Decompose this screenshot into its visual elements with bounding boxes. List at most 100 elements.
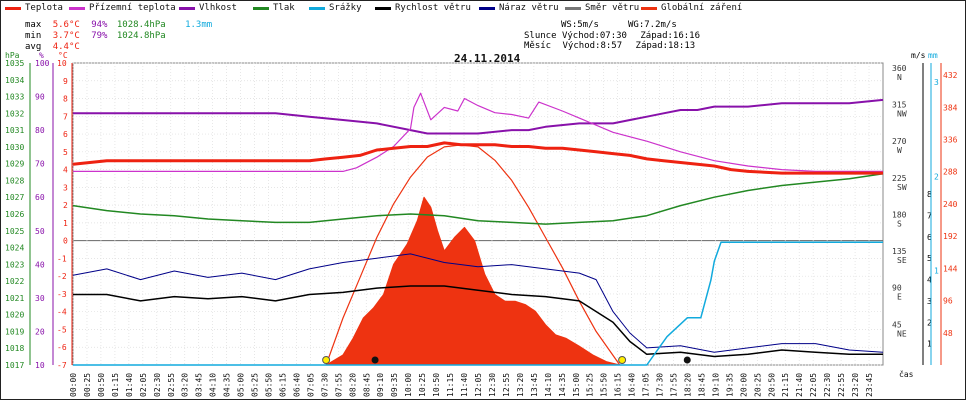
- wind-speed-tick: 8: [927, 190, 932, 199]
- humidity-tick: 100: [35, 59, 50, 68]
- wind-dir-degree: 315: [892, 101, 907, 110]
- radiation-tick: 144: [943, 264, 958, 273]
- x-tick-label: 02:05: [139, 373, 148, 397]
- wind-speed-tick: 4: [927, 276, 932, 285]
- wind-dir-degree: 225: [892, 174, 907, 183]
- x-tick-label: 08:20: [348, 373, 357, 397]
- legend-swatch: [375, 6, 391, 10]
- wind-dir-label: NE: [897, 329, 907, 338]
- x-tick-label: 20:00: [739, 373, 748, 397]
- legend-item-1: Přízemní teplota: [69, 3, 176, 13]
- x-tick-label: 01:15: [111, 373, 120, 397]
- x-tick-label: 11:40: [460, 373, 469, 397]
- x-tick-label: 05:50: [265, 373, 274, 397]
- x-tick-label: 04:10: [209, 373, 218, 397]
- x-tick-label: 07:05: [306, 373, 315, 397]
- temperature-tick: 7: [63, 112, 68, 121]
- legend-label: Globální záření: [661, 3, 743, 13]
- x-tick-label: 22:30: [823, 373, 832, 397]
- wind-speed-line: [73, 285, 883, 358]
- x-tick-label: 23:45: [865, 373, 874, 397]
- x-tick-label: 12:05: [474, 373, 483, 397]
- temperature-tick: 4: [63, 166, 68, 175]
- wind-dir-degree: 180: [892, 210, 907, 219]
- stat-min: min 3.7°C 79% 1024.8hPa: [25, 31, 166, 41]
- legend-item-3: Tlak: [253, 3, 295, 13]
- x-tick-label: 20:50: [767, 373, 776, 397]
- pressure-tick: 1019: [5, 327, 24, 336]
- axis-unit-temperature: °C: [58, 51, 68, 60]
- temperature-tick: -3: [57, 290, 67, 299]
- temperature-tick: 5: [63, 148, 68, 157]
- x-tick-label: 20:25: [753, 373, 762, 397]
- axis-unit-wind: m/s: [911, 51, 926, 60]
- x-tick-label: 21:40: [795, 373, 804, 397]
- legend-label: Srážky: [329, 3, 362, 13]
- radiation-tick: 96: [943, 297, 953, 306]
- wind-dir-degree: 135: [892, 247, 907, 256]
- x-tick-label: 00:25: [83, 373, 92, 397]
- wind-dir-label: SE: [897, 256, 907, 265]
- x-tick-label: 03:45: [195, 373, 204, 397]
- temperature-line: [72, 141, 883, 175]
- moon-label: Měsíc: [524, 41, 552, 51]
- temperature-tick: 3: [63, 183, 68, 192]
- pressure-tick: 1026: [5, 210, 24, 219]
- x-tick-label: 22:55: [837, 373, 846, 397]
- legend-label: Přízemní teplota: [89, 3, 176, 13]
- humidity-tick: 50: [35, 227, 45, 236]
- max-rain: 1.3mm: [185, 20, 213, 30]
- wind-speed-tick: 2: [927, 318, 932, 327]
- x-tick-label: 06:15: [278, 373, 287, 397]
- stat-max: max 5.6°C 94% 1028.4hPa 1.3mm: [25, 20, 212, 30]
- pressure-tick: 1034: [5, 76, 24, 85]
- x-tick-label: 06:40: [292, 373, 301, 397]
- pressure-tick: 1025: [5, 227, 24, 236]
- x-tick-label: 13:45: [530, 373, 539, 397]
- legend-item-0: Teplota: [5, 3, 63, 13]
- avg-label: avg: [25, 42, 42, 52]
- temperature-tick: 10: [57, 59, 67, 68]
- sunset-marker: [618, 356, 627, 364]
- legend-item-8: Globální záření: [641, 3, 742, 13]
- humidity-tick: 40: [35, 260, 45, 269]
- humidity-tick: 30: [35, 294, 45, 303]
- min-label: min: [25, 31, 42, 41]
- legend-label: Rychlost větru: [395, 3, 471, 13]
- pressure-tick: 1033: [5, 93, 24, 102]
- wind-dir-degree: 90: [892, 284, 902, 293]
- x-tick-label: 09:10: [376, 373, 385, 397]
- ground-temperature-line: [73, 92, 883, 172]
- x-tick-label: 05:00: [237, 373, 246, 397]
- humidity-tick: 70: [35, 160, 45, 169]
- wind-speed-tick: 7: [927, 211, 932, 220]
- temperature-tick: 8: [63, 95, 68, 104]
- moonset-marker: [683, 356, 691, 364]
- x-tick-label: 08:45: [362, 373, 371, 397]
- x-tick-label: 07:55: [334, 373, 343, 397]
- wind-dir-degree: 45: [892, 320, 902, 329]
- radiation-tick: 432: [943, 71, 958, 80]
- rain-tick: 1: [934, 267, 939, 276]
- humidity-line: [73, 98, 884, 135]
- pressure-tick: 1029: [5, 160, 24, 169]
- temperature-tick: 0: [63, 237, 68, 246]
- axis-unit-humidity: %: [39, 51, 44, 60]
- x-axis-label: čas: [899, 369, 914, 379]
- x-tick-label: 12:55: [502, 373, 511, 397]
- x-tick-label: 11:15: [446, 373, 455, 397]
- legend-swatch: [179, 6, 195, 10]
- wind-speed-tick: 1: [927, 340, 932, 349]
- stat-avg: avg 4.4°C: [25, 42, 80, 52]
- legend-item-7: Směr větru: [565, 3, 639, 13]
- legend-swatch: [253, 6, 269, 10]
- wind-speed-tick: 5: [927, 254, 932, 263]
- max-temp: 5.6°C: [52, 20, 80, 30]
- x-tick-label: 10:50: [432, 373, 441, 397]
- pressure-tick: 1027: [5, 193, 24, 202]
- radiation-tick: 384: [943, 103, 958, 112]
- x-tick-label: 17:55: [670, 373, 679, 397]
- radiation-tick: 288: [943, 168, 958, 177]
- x-tick-label: 18:45: [697, 373, 706, 397]
- max-humidity: 94%: [91, 20, 108, 30]
